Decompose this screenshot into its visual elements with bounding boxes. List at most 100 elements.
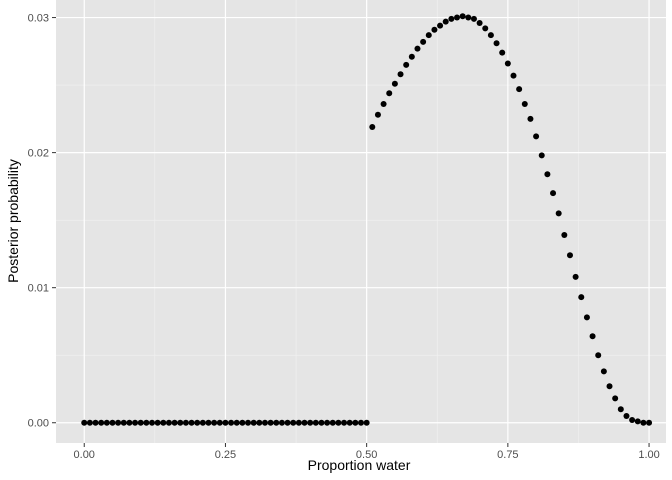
data-point (646, 419, 653, 426)
data-point (408, 53, 415, 60)
data-point (324, 419, 331, 426)
data-point (482, 25, 489, 32)
plot-panel (56, 0, 666, 443)
data-point (595, 352, 602, 359)
data-point (544, 171, 551, 178)
data-point (216, 419, 223, 426)
data-point (194, 419, 201, 426)
x-axis-ticks: 0.00 0.25 0.50 0.75 1.00 (74, 443, 660, 461)
y-tick-label: 0.01 (28, 283, 49, 295)
data-point (228, 419, 235, 426)
data-point (126, 419, 133, 426)
data-point (386, 90, 393, 97)
data-point (199, 419, 206, 426)
y-axis-ticks: 0.00 0.01 0.02 0.03 (28, 13, 56, 430)
data-point (318, 419, 325, 426)
data-point (487, 32, 494, 39)
data-point (149, 419, 156, 426)
data-point (165, 419, 172, 426)
data-point (403, 61, 410, 68)
data-point (442, 18, 449, 25)
data-point (335, 419, 342, 426)
data-point (250, 419, 257, 426)
x-tick-label: 1.00 (638, 449, 659, 461)
data-point (499, 49, 506, 56)
minor-gridlines (56, 0, 666, 443)
data-point (629, 417, 636, 424)
data-point (583, 314, 590, 321)
data-point (572, 273, 579, 280)
data-point (177, 419, 184, 426)
data-point (358, 419, 364, 426)
data-point (98, 419, 105, 426)
data-point (233, 419, 240, 426)
data-point (504, 60, 511, 67)
x-axis-title: Proportion water (308, 457, 411, 473)
data-point (222, 419, 229, 426)
data-point (109, 419, 116, 426)
data-point (566, 252, 573, 259)
data-point (171, 419, 178, 426)
data-point (278, 419, 285, 426)
x-tick-label: 0.25 (215, 449, 236, 461)
data-point (369, 123, 376, 130)
data-point (143, 419, 150, 426)
data-point (533, 133, 540, 140)
data-point (623, 412, 630, 419)
data-point (86, 419, 93, 426)
data-point (617, 406, 624, 413)
data-point (301, 419, 308, 426)
data-point (600, 368, 607, 375)
data-point (454, 14, 461, 21)
data-point (295, 419, 302, 426)
data-points (81, 13, 653, 426)
data-point (640, 419, 647, 426)
data-point (245, 419, 252, 426)
data-point (256, 419, 263, 426)
data-point (290, 419, 297, 426)
data-point (476, 19, 483, 26)
data-point (414, 45, 421, 52)
data-point (160, 419, 167, 426)
y-tick-label: 0.02 (28, 148, 49, 160)
data-point (188, 419, 195, 426)
data-point (154, 419, 161, 426)
data-point (459, 13, 466, 20)
data-point (267, 419, 274, 426)
data-point (115, 419, 122, 426)
data-point (527, 115, 534, 122)
data-point (182, 419, 189, 426)
data-point (437, 22, 444, 29)
data-point (92, 419, 99, 426)
data-point (538, 152, 545, 159)
data-point (312, 419, 319, 426)
data-point (103, 419, 110, 426)
data-point (420, 38, 427, 45)
data-point (346, 419, 353, 426)
data-point (261, 419, 268, 426)
data-point (612, 395, 619, 402)
data-point (521, 100, 528, 107)
data-point (352, 419, 359, 426)
y-tick-label: 0.00 (28, 418, 49, 430)
data-point (431, 26, 438, 33)
y-tick-label: 0.03 (28, 13, 49, 25)
data-point (561, 232, 568, 239)
data-point (391, 80, 398, 87)
data-point (81, 419, 88, 426)
y-axis-title: Posterior probability (5, 159, 21, 283)
data-point (510, 72, 517, 79)
data-point (132, 419, 139, 426)
data-point (465, 14, 472, 21)
data-point (239, 419, 246, 426)
data-point (363, 419, 370, 426)
data-point (555, 210, 562, 217)
data-point (606, 383, 613, 390)
x-tick-label: 0.75 (497, 449, 518, 461)
data-point (493, 40, 500, 47)
data-point (211, 419, 218, 426)
x-tick-label: 0.00 (74, 449, 95, 461)
data-point (470, 15, 477, 22)
data-point (205, 419, 212, 426)
